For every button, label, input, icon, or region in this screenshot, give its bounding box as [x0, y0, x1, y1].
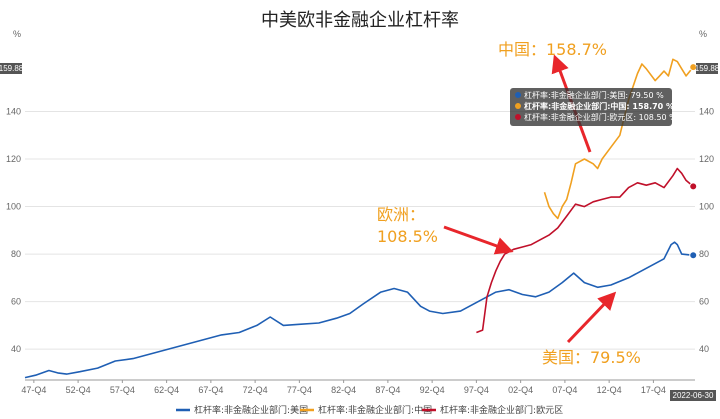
y-tick-left: 40 [11, 344, 21, 354]
right-value-flag: 159.88 [695, 64, 720, 73]
x-tick-label: 12-Q4 [597, 385, 622, 395]
series-end-marker [689, 251, 698, 260]
x-tick-label: 92-Q4 [420, 385, 445, 395]
x-tick-label: 97-Q4 [464, 385, 489, 395]
tooltip-box [510, 88, 672, 126]
y-tick-left: 80 [11, 249, 21, 259]
x-tick-label: 02-Q4 [508, 385, 533, 395]
y-tick-right: 40 [699, 344, 709, 354]
annotation-us: 美国：79.5% [542, 348, 641, 367]
annotation-europe-line2: 108.5% [377, 227, 438, 246]
date-flag: 2022-06-30 [673, 391, 714, 400]
y-unit-right: % [699, 29, 707, 39]
series-line [476, 167, 694, 334]
x-tick-label: 77-Q4 [287, 385, 312, 395]
y-tick-left: 140 [6, 107, 21, 117]
y-tick-left: 120 [6, 154, 21, 164]
legend-entry[interactable]: 杠杆率:非金融企业部门:欧元区 [440, 404, 563, 416]
chart-title: 中美欧非金融企业杠杆率 [261, 10, 459, 31]
tooltip-dot [515, 103, 521, 109]
legend-entry[interactable]: 杠杆率:非金融企业部门:中国 [318, 404, 432, 416]
right-value-flag-box [696, 63, 718, 74]
x-tick-label: 57-Q4 [110, 385, 135, 395]
series-line [24, 241, 694, 379]
x-tick-label: 17-Q4 [641, 385, 666, 395]
tooltip-dot [515, 114, 521, 120]
y-tick-right: 140 [699, 107, 714, 117]
end-markers [689, 63, 698, 260]
annotation-arrow [443, 225, 514, 255]
left-value-flag-box [0, 63, 22, 74]
tooltip: 杠杆率:非金融企业部门:美国: 79.50 %杠杆率:非金融企业部门:中国: 1… [510, 88, 677, 126]
annotation-europe-line1: 欧洲： [377, 205, 425, 224]
series-line [543, 58, 694, 220]
annotation-arrow [566, 291, 617, 344]
legend[interactable]: 杠杆率:非金融企业部门:美国 杠杆率:非金融企业部门:中国 杠杆率:非金融企业部门:… [176, 404, 563, 416]
y-tick-right: 120 [699, 154, 714, 164]
y-axes: 40 40 60 60 80 80 100 100 120 120 140 140%% [6, 29, 714, 354]
annotation-china: 中国：158.7% [498, 40, 607, 59]
grid-lines [25, 111, 695, 350]
x-tick-label: 07-Q4 [552, 385, 577, 395]
x-tick-label: 72-Q4 [243, 385, 268, 395]
y-tick-right: 60 [699, 297, 709, 307]
left-value-flag: 159.88 [0, 64, 24, 73]
series-end-marker [689, 182, 698, 191]
tooltip-dot [515, 92, 521, 98]
x-tick-label: 62-Q4 [154, 385, 179, 395]
x-tick-label: 87-Q4 [375, 385, 400, 395]
annotations: 中国：158.7% 欧洲： 108.5% 美国：79.5% [377, 40, 641, 367]
x-tick-label: 52-Q4 [66, 385, 91, 395]
x-axis: 47-Q4 52-Q4 57-Q4 62-Q4 67-Q4 72-Q4 77-Q4 82-Q4… [21, 379, 695, 395]
tooltip-line: 杠杆率:非金融企业部门:中国: 158.70 % [524, 101, 674, 111]
y-tick-left: 60 [11, 297, 21, 307]
y-tick-left: 100 [6, 202, 21, 212]
x-tick-label: 82-Q4 [331, 385, 356, 395]
series-lines [24, 58, 694, 379]
x-tick-label: 67-Q4 [198, 385, 223, 395]
date-flag-box [670, 390, 716, 401]
y-tick-right: 100 [699, 202, 714, 212]
value-flags: 159.88 159.88 2022-06-30 [0, 63, 720, 401]
tooltip-line: 杠杆率:非金融企业部门:美国: 79.50 % [524, 90, 664, 100]
y-tick-right: 80 [699, 249, 709, 259]
legend-entry[interactable]: 杠杆率:非金融企业部门:美国 [194, 404, 308, 416]
y-unit-left: % [13, 29, 21, 39]
tooltip-line: 杠杆率:非金融企业部门:欧元区: 108.50 % [524, 112, 677, 122]
x-tick-label: 47-Q4 [21, 385, 46, 395]
